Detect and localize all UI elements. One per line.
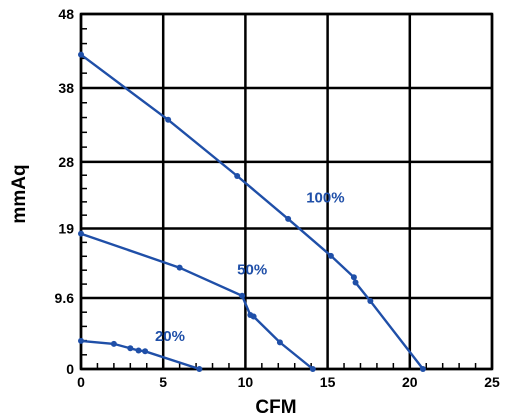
data-point: [165, 116, 172, 123]
x-tick-label-0: 0: [77, 374, 85, 390]
data-point: [110, 340, 117, 347]
data-point: [352, 279, 359, 286]
series-line-2: [80, 339, 200, 371]
y-axis-title: mmAq: [9, 164, 30, 223]
data-point: [135, 347, 142, 354]
data-point: [250, 313, 257, 320]
series-label-2: 20%: [155, 328, 185, 345]
y-tick-label-1: 9.6: [55, 290, 75, 306]
y-tick-label-3: 28: [58, 154, 74, 170]
data-point: [285, 215, 292, 222]
x-tick-label-2: 10: [238, 374, 254, 390]
y-tick-label-2: 19: [58, 220, 74, 236]
data-point: [176, 264, 183, 271]
x-tick-label-4: 20: [402, 374, 418, 390]
data-point: [309, 366, 316, 372]
data-point: [78, 230, 84, 237]
data-point: [142, 348, 149, 355]
x-tick-label-5: 25: [484, 374, 500, 390]
y-tick-label-5: 48: [58, 6, 74, 22]
x-tick-label-3: 15: [320, 374, 336, 390]
minor-ticks: [81, 28, 477, 369]
series-label-0: 100%: [306, 190, 344, 207]
data-point: [327, 252, 334, 259]
data-point: [234, 172, 241, 179]
data-point: [196, 366, 203, 372]
plot-frame: [79, 12, 494, 371]
data-point: [239, 292, 246, 299]
y-tick-label-4: 38: [58, 80, 74, 96]
series-group: 100% 50% 20%: [78, 51, 426, 372]
series-label-1: 50%: [237, 261, 267, 278]
series-line-0: [80, 53, 424, 370]
series-line-1: [80, 232, 314, 370]
data-point: [276, 339, 283, 346]
data-point: [419, 366, 426, 372]
y-tick-label-0: 0: [66, 361, 74, 377]
data-point: [350, 274, 357, 281]
data-point: [367, 297, 374, 304]
tick-labels: 0 5 10 15 20 25 0 9.6 19 28 38 48: [55, 6, 500, 390]
x-tick-label-1: 5: [159, 374, 167, 390]
data-point: [127, 345, 134, 352]
data-point: [78, 51, 84, 58]
data-point: [78, 337, 84, 344]
x-axis-title: CFM: [255, 397, 296, 418]
grid: [79, 12, 494, 371]
